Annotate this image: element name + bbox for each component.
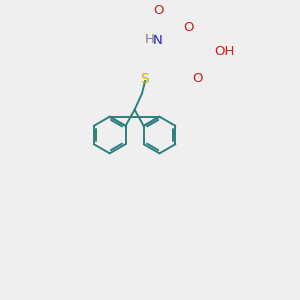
Text: H: H bbox=[145, 33, 155, 46]
Text: S: S bbox=[140, 72, 149, 86]
Text: N: N bbox=[152, 34, 162, 47]
Text: O: O bbox=[153, 4, 163, 16]
Text: OH: OH bbox=[214, 45, 234, 58]
Text: O: O bbox=[192, 72, 203, 85]
Text: O: O bbox=[184, 21, 194, 34]
